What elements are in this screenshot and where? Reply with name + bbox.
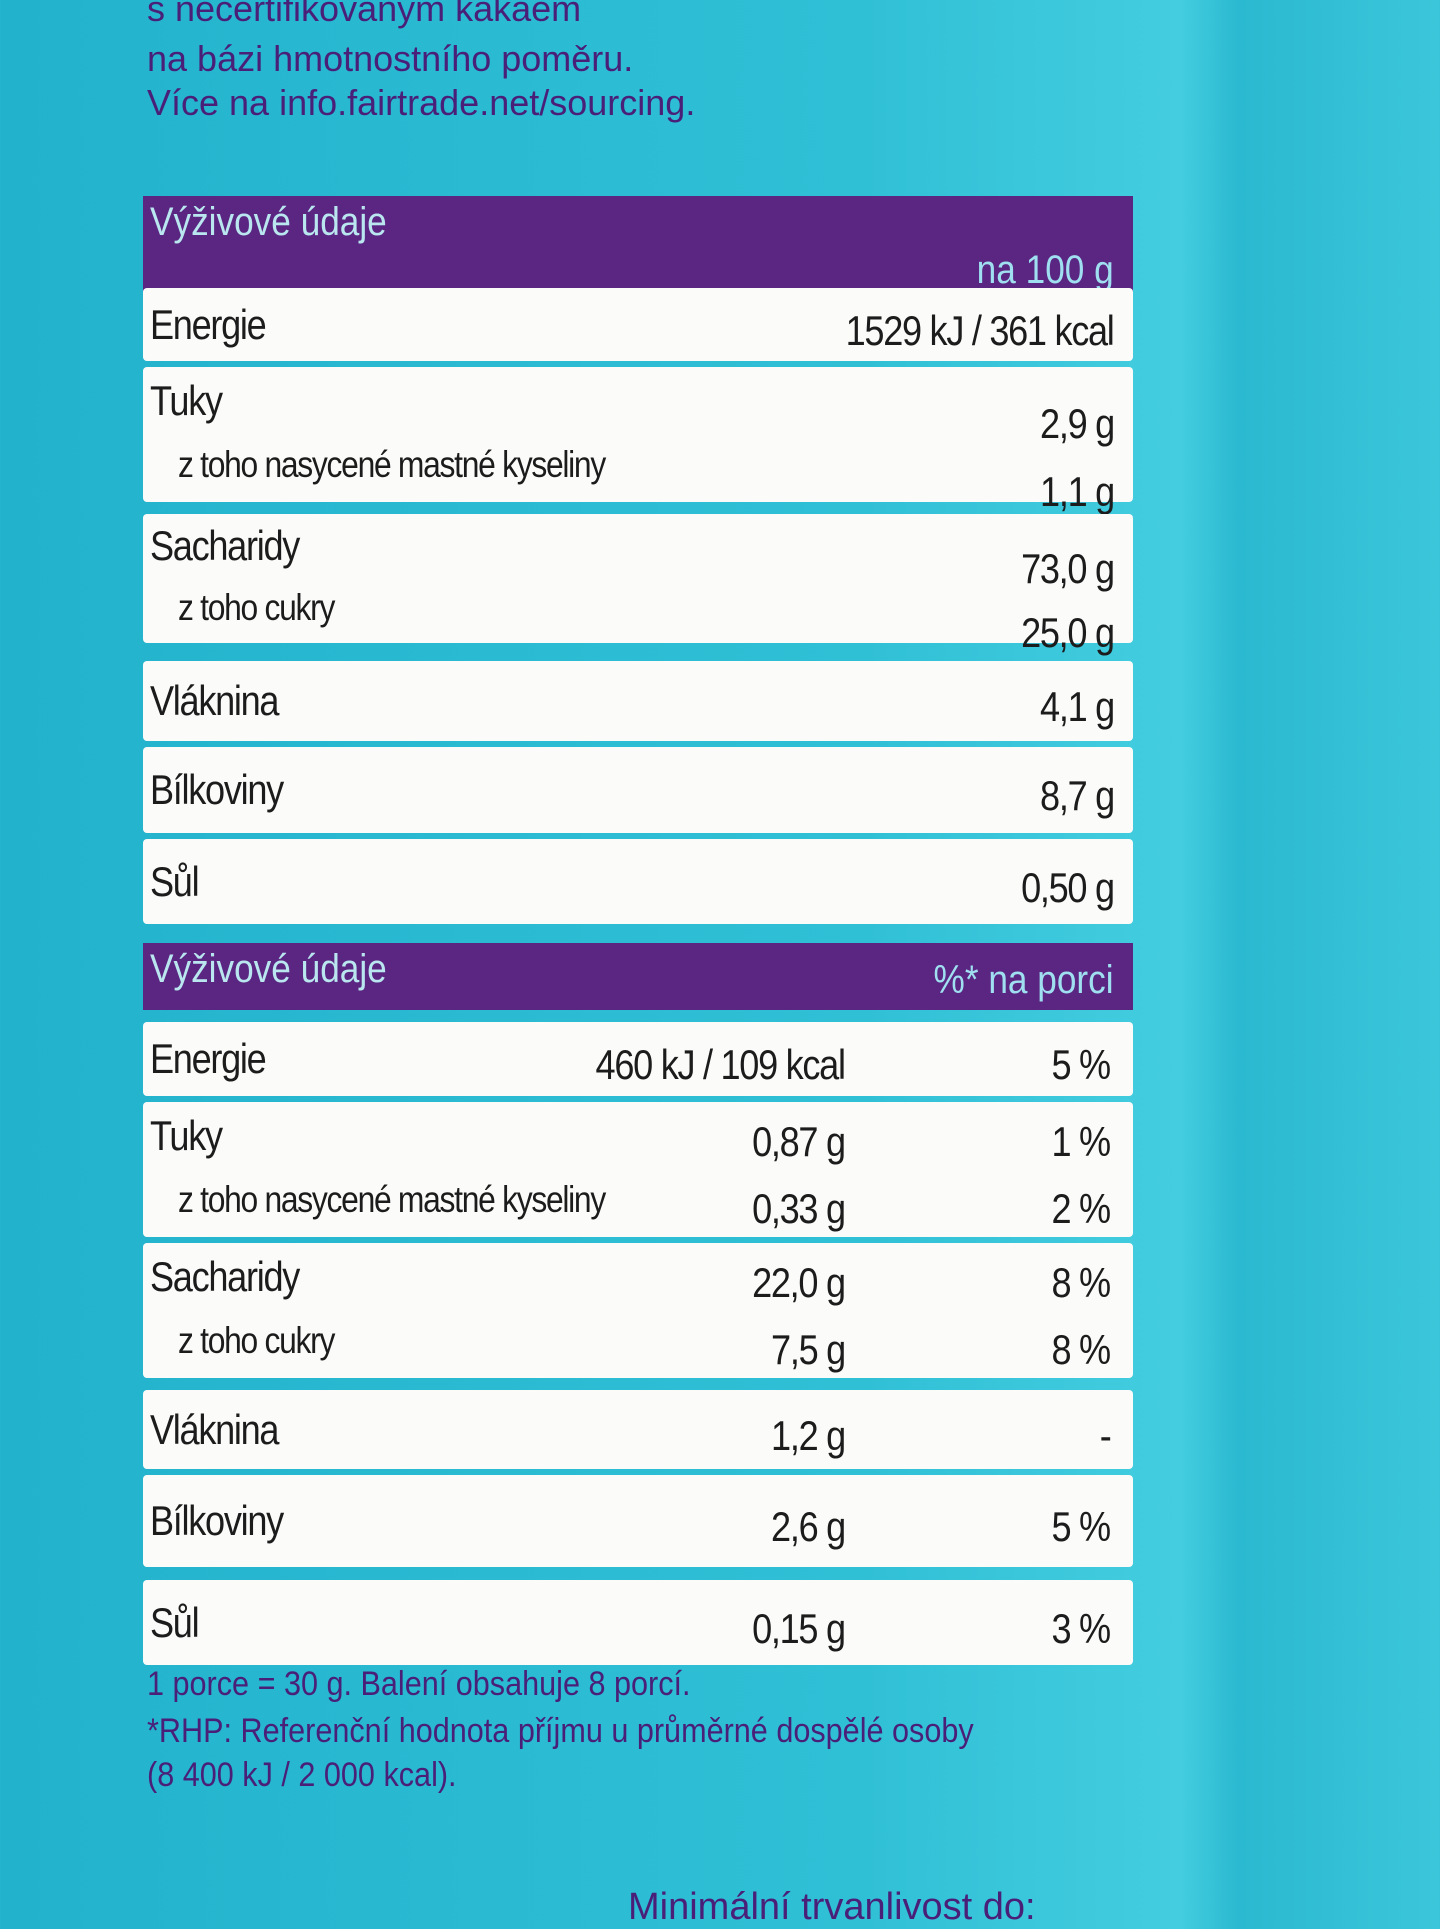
- row-value: 1529 kJ / 361 kcal: [846, 306, 1115, 354]
- table-row: [143, 1243, 1133, 1378]
- row-label: Vláknina: [150, 677, 280, 724]
- sub-label: z toho nasycené mastné kyseliny: [178, 444, 606, 486]
- row-label: Sůl: [150, 1598, 200, 1646]
- row-label: Sacharidy: [150, 1252, 300, 1300]
- row-label: Energie: [150, 300, 267, 348]
- table-row: [143, 1580, 1133, 1665]
- header-column: %* na porci: [933, 958, 1114, 1002]
- footnote: *RHP: Referenční hodnota příjmu u průměr…: [147, 1712, 974, 1750]
- row-label: Tuky: [150, 376, 223, 424]
- intro-line: Více na info.fairtrade.net/sourcing.: [147, 82, 696, 123]
- row-label: Energie: [150, 1035, 267, 1082]
- row-label: Bílkoviny: [150, 766, 284, 813]
- row-value: 25,0 g: [1021, 609, 1115, 657]
- row-value: 1,1 g: [1040, 467, 1115, 515]
- row-value: 460 kJ / 109 kcal: [595, 1041, 846, 1088]
- row-percent: 2 %: [1051, 1185, 1112, 1233]
- row-value: 4,1 g: [1040, 683, 1115, 730]
- table-header: [143, 196, 1133, 300]
- row-value: 73,0 g: [1021, 544, 1115, 592]
- table-row: [143, 1475, 1133, 1567]
- intro-line: na bázi hmotnostního poměru.: [147, 38, 634, 79]
- table-row: [143, 1390, 1133, 1469]
- table-row: [143, 288, 1133, 361]
- row-label: Sacharidy: [150, 522, 300, 570]
- row-label: Bílkoviny: [150, 1497, 284, 1544]
- intro-line: s necertifikovaným kakaem: [147, 0, 582, 29]
- table-row: [143, 747, 1133, 833]
- row-value: 0,33 g: [752, 1185, 846, 1233]
- sub-label: z toho cukry: [178, 1320, 335, 1362]
- row-value: 1,2 g: [771, 1411, 846, 1459]
- bottom-text: Minimální trvanlivost do:: [628, 1886, 1036, 1928]
- row-percent: 8 %: [1051, 1258, 1112, 1306]
- row-value: 0,87 g: [752, 1117, 846, 1165]
- sub-label: z toho nasycené mastné kyseliny: [178, 1179, 606, 1221]
- row-value: 7,5 g: [771, 1326, 846, 1374]
- row-label: Vláknina: [150, 1405, 280, 1453]
- row-percent: 5 %: [1051, 1041, 1112, 1088]
- table-header: [143, 943, 1133, 1010]
- row-value: 2,9 g: [1040, 400, 1115, 448]
- row-label: Tuky: [150, 1111, 223, 1159]
- row-value: 8,7 g: [1040, 772, 1115, 819]
- table-row: [143, 514, 1133, 643]
- table-row: [143, 661, 1133, 741]
- row-label: Sůl: [150, 857, 200, 905]
- row-percent: 3 %: [1051, 1604, 1112, 1652]
- header-title: Výživové údaje: [150, 200, 387, 244]
- row-percent: 8 %: [1051, 1326, 1112, 1374]
- sub-label: z toho cukry: [178, 586, 335, 628]
- table-row: [143, 367, 1133, 502]
- table-row: [143, 839, 1133, 924]
- table-row: [143, 1022, 1133, 1096]
- header-column: na 100 g: [976, 248, 1114, 292]
- row-percent: -: [1099, 1411, 1111, 1459]
- row-value: 0,15 g: [752, 1604, 846, 1652]
- row-value: 22,0 g: [752, 1258, 846, 1306]
- header-title: Výživové údaje: [150, 947, 387, 991]
- row-value: 2,6 g: [771, 1503, 846, 1550]
- footnote: 1 porce = 30 g. Balení obsahuje 8 porcí.: [147, 1665, 691, 1703]
- row-percent: 5 %: [1051, 1503, 1112, 1550]
- row-percent: 1 %: [1051, 1117, 1112, 1165]
- footnote: (8 400 kJ / 2 000 kcal).: [147, 1756, 457, 1794]
- table-row: [143, 1102, 1133, 1237]
- row-value: 0,50 g: [1021, 863, 1115, 911]
